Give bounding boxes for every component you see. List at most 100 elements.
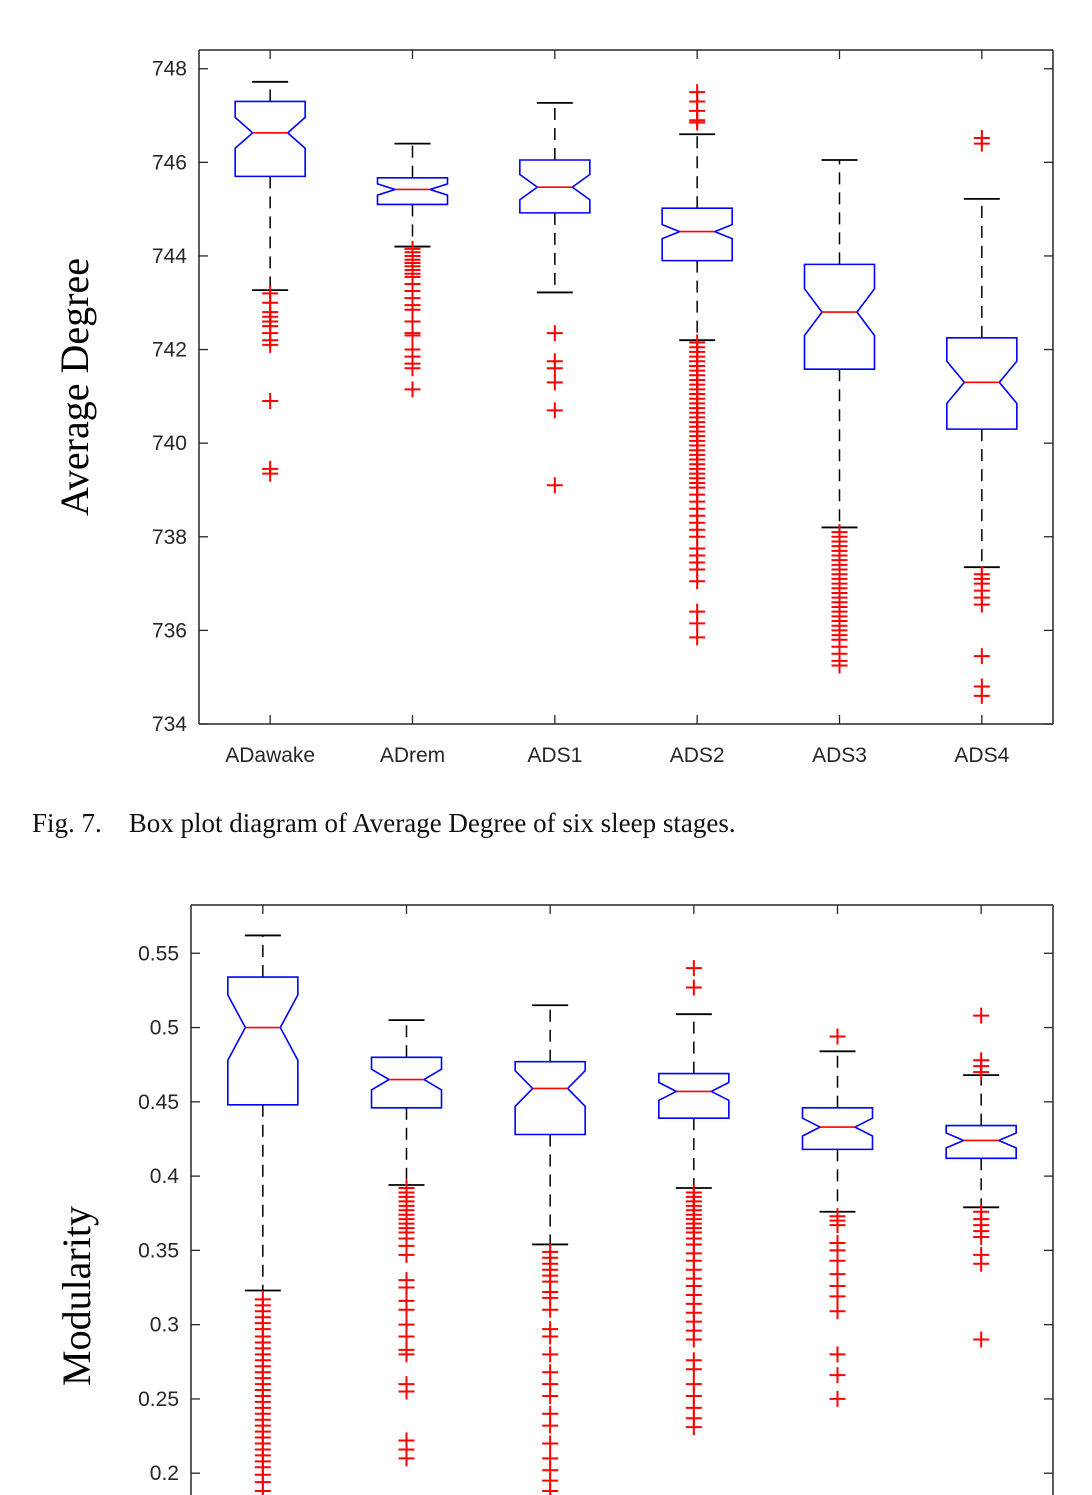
y-tick-label: 0.45: [138, 1091, 179, 1114]
outlier-marker: [685, 960, 702, 977]
outlier-marker: [973, 648, 990, 665]
outlier-marker: [689, 629, 706, 646]
y-tick-label: 738: [152, 526, 187, 549]
outlier-marker: [973, 596, 990, 613]
box-body: [661, 207, 733, 262]
box-ADS1: [514, 1004, 586, 1495]
box-body: [514, 1060, 586, 1136]
box-body: [234, 100, 306, 178]
outlier-marker: [404, 360, 421, 377]
box-body: [945, 1124, 1017, 1160]
y-tick-label: 744: [152, 245, 187, 268]
outlier-marker: [398, 1328, 415, 1345]
y-tick-label: 0.2: [150, 1462, 179, 1485]
modularity-box-plot: 0.2 0.25 0.3 0.35 0.4 0.45 0.5 0.55 Modularity: [54, 904, 1054, 1495]
box-ADS4: [946, 129, 1018, 704]
outlier-marker: [685, 979, 702, 996]
y-tick-label: 748: [152, 58, 187, 81]
x-tick-label: ADawake: [225, 744, 315, 767]
y-tick-label: 0.55: [138, 942, 179, 965]
outlier-marker: [398, 1383, 415, 1400]
box-ADS1: [519, 101, 591, 494]
outlier-marker: [829, 1288, 846, 1305]
x-tick-label: ADS1: [527, 744, 582, 767]
outlier-marker: [973, 1255, 990, 1272]
y-tick-label: 0.3: [150, 1314, 179, 1337]
y-tick-label: 0.4: [150, 1165, 180, 1188]
outlier-marker: [546, 402, 563, 419]
outlier-marker: [546, 477, 563, 494]
box-ADrem: [370, 1019, 443, 1467]
outlier-marker: [398, 1301, 415, 1318]
outlier-marker: [973, 687, 990, 704]
x-tick-label: ADrem: [380, 744, 445, 767]
outlier-marker: [398, 1450, 415, 1467]
outlier-marker: [831, 657, 848, 674]
outlier-marker: [689, 573, 706, 590]
outlier-marker: [829, 1217, 846, 1234]
outlier-marker: [685, 1361, 702, 1378]
y-axis-label: Modularity: [54, 1206, 99, 1386]
box-ADS3: [801, 1028, 874, 1407]
outlier-marker: [542, 1435, 559, 1452]
outlier-marker: [398, 1246, 415, 1263]
box-body: [801, 1106, 874, 1151]
outlier-marker: [973, 135, 990, 152]
outlier-marker: [404, 381, 421, 398]
box-ADS2: [658, 960, 730, 1436]
outlier-marker: [829, 1346, 846, 1363]
y-tick-label: 746: [152, 151, 187, 174]
outlier-marker: [829, 1303, 846, 1320]
outlier-marker: [542, 1328, 559, 1345]
outlier-marker: [829, 1390, 846, 1407]
outlier-marker: [261, 1490, 264, 1495]
outlier-marker: [685, 1419, 702, 1436]
outlier-marker: [262, 336, 279, 353]
outlier-marker: [542, 1301, 559, 1318]
box-body: [658, 1072, 730, 1119]
box-ADrem: [376, 142, 449, 398]
y-tick-label: 740: [152, 432, 187, 455]
x-tick-label: ADS3: [812, 744, 867, 767]
figure-caption: Fig. 7. Box plot diagram of Average Degr…: [32, 808, 736, 838]
outlier-marker: [546, 360, 563, 377]
outlier-marker: [262, 465, 279, 482]
box-ADS3: [803, 159, 876, 674]
box-body: [376, 176, 449, 206]
outlier-marker: [829, 1252, 846, 1269]
y-tick-label: 0.25: [138, 1388, 179, 1411]
outlier-marker: [829, 1028, 846, 1045]
average-degree-box-plot: 734 736 738 740 742 744 746 748 ADawake ADrem ADS1…: [52, 49, 1054, 767]
outlier-marker: [542, 1483, 559, 1495]
outlier-marker: [973, 1064, 990, 1081]
outlier-marker: [546, 325, 563, 342]
box-ADS2: [661, 84, 733, 646]
y-axis-label: Average Degree: [52, 258, 97, 516]
outlier-marker: [973, 1229, 990, 1246]
box-body: [227, 976, 299, 1106]
x-tick-label: ADS4: [954, 744, 1009, 767]
outlier-marker: [973, 1007, 990, 1024]
plot-root: 0.2 0.25 0.3 0.35 0.4 0.45 0.5 0.55 Modularity: [54, 904, 1054, 1495]
x-tick-label: ADS2: [670, 744, 725, 767]
y-tick-label: 0.5: [150, 1017, 179, 1040]
outlier-marker: [262, 393, 279, 410]
outlier-marker: [542, 1417, 559, 1434]
outlier-marker: [829, 1367, 846, 1384]
box-body: [370, 1056, 443, 1109]
outlier-marker: [542, 1346, 559, 1363]
plot-root: 734 736 738 740 742 744 746 748 ADawake ADrem ADS1…: [52, 49, 1054, 767]
outlier-marker: [404, 327, 421, 344]
box-body: [519, 159, 591, 214]
outlier-marker: [398, 1279, 415, 1296]
outlier-marker: [398, 1346, 415, 1363]
box-body: [946, 337, 1018, 430]
outlier-marker: [689, 114, 706, 131]
outlier-marker: [685, 1331, 702, 1348]
outlier-marker: [546, 374, 563, 391]
y-tick-label: 742: [152, 339, 187, 362]
outlier-marker: [973, 1331, 990, 1348]
y-tick-label: 0.35: [138, 1239, 179, 1262]
box-ADawake: [227, 934, 299, 1495]
